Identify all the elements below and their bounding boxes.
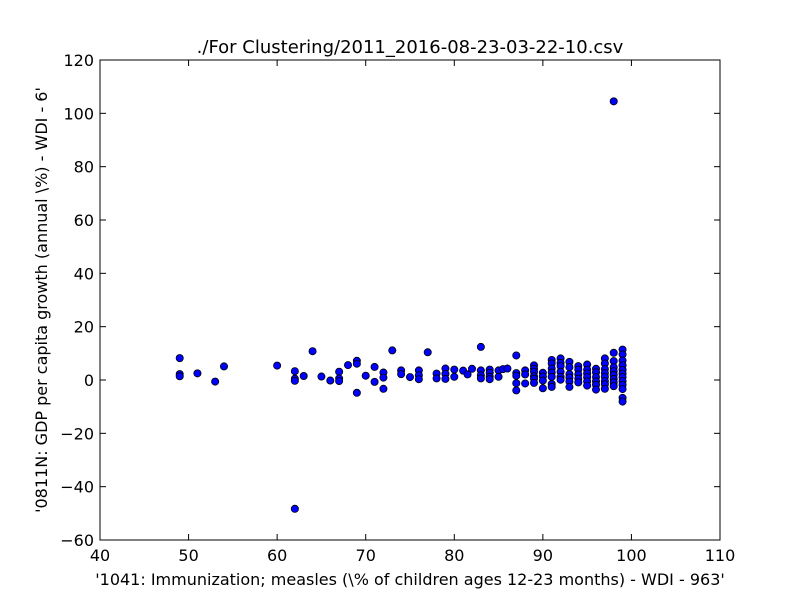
data-point [175,372,184,381]
data-point [405,373,414,382]
data-point [273,361,282,370]
data-point [467,364,476,373]
data-point [317,372,326,381]
y-tick-label: 40 [74,264,94,283]
plot-frame [99,59,721,541]
data-point [423,348,432,357]
y-tick-label: −20 [60,424,94,443]
x-tick-label: 60 [267,546,287,565]
x-tick-label: 110 [705,546,736,565]
data-point [547,372,556,381]
data-point [414,375,423,384]
data-point [343,361,352,370]
chart-title: ./For Clustering/2011_2016-08-23-03-22-1… [197,37,624,58]
plot-area [100,60,720,540]
y-tick-label: 0 [84,371,94,390]
y-tick-label: 60 [74,211,94,230]
data-point [211,377,220,386]
data-point [193,369,202,378]
data-point [290,376,299,385]
x-tick-label: 90 [533,546,553,565]
x-tick-label: 80 [444,546,464,565]
data-point [352,359,361,368]
data-point [530,378,539,387]
data-point [538,376,547,385]
data-point [219,362,228,371]
data-point [432,374,441,383]
data-point [299,371,308,380]
data-point [609,348,618,357]
data-point [512,351,521,360]
data-point [352,388,361,397]
x-tick-label: 70 [356,546,376,565]
data-point [308,347,317,356]
data-point [556,375,565,384]
data-point [618,397,627,406]
y-tick-label: 20 [74,318,94,337]
data-point [574,378,583,387]
data-point [388,346,397,355]
y-tick-label: −40 [60,478,94,497]
x-tick-label: 40 [90,546,110,565]
data-point [370,377,379,386]
data-point [618,385,627,394]
data-point [512,371,521,380]
data-point [361,371,370,380]
x-axis-label: '1041: Immunization; measles (\% of chil… [95,570,725,589]
y-tick-label: 120 [63,51,94,70]
data-point [335,377,344,386]
x-tick-label: 50 [178,546,198,565]
data-point [476,374,485,383]
data-point [290,504,299,513]
y-tick-label: 100 [63,104,94,123]
y-tick-label: 80 [74,158,94,177]
data-point [290,367,299,376]
data-point [538,384,547,393]
data-point [450,365,459,374]
data-point [441,374,450,383]
data-point [609,382,618,391]
data-point [335,367,344,376]
data-point [503,364,512,373]
data-point [397,370,406,379]
data-point [379,373,388,382]
data-point [494,372,503,381]
data-points [175,97,627,513]
data-point [565,382,574,391]
data-point [370,362,379,371]
data-point [175,354,184,363]
data-point [521,370,530,379]
plot-background [100,60,720,540]
y-axis-label: '0811N: GDP per capita growth (annual \%… [32,87,51,513]
data-point [592,385,601,394]
data-point [450,372,459,381]
data-point [463,370,472,379]
data-point [512,379,521,388]
data-point [476,342,485,351]
y-tick-label: −60 [60,531,94,550]
data-point [600,384,609,393]
data-point [583,381,592,390]
x-tick-label: 100 [616,546,647,565]
data-point [379,384,388,393]
data-point [609,97,618,106]
axes: 40 50 60 70 80 90 100 110 −60 −40 −20 0 20 40 60 80 100 1… [60,51,735,565]
data-point [485,375,494,384]
data-point [521,379,530,388]
data-point [326,376,335,385]
data-point [565,363,574,372]
data-point [547,382,556,391]
data-point [512,386,521,395]
